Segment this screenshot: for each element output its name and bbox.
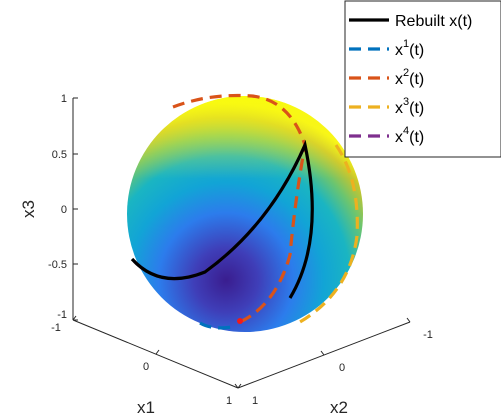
x-axis-label: x1	[137, 398, 155, 417]
x3-curve	[299, 144, 359, 324]
z-axis-label: x3	[19, 200, 38, 218]
x-axis-line	[72, 319, 239, 389]
legend-label-sup: 2	[403, 67, 409, 79]
legend-label-base: x	[395, 42, 403, 59]
legend-label-suffix: (t)	[409, 129, 424, 146]
legend-item: x1(t)	[349, 38, 424, 59]
legend-label-sup: 3	[403, 96, 409, 108]
x-tick-label: 0	[143, 361, 149, 373]
y-tick-label: -1	[423, 329, 433, 341]
rebuilt-curve	[130, 139, 314, 299]
legend-box	[344, 0, 501, 158]
legend-label-base: x	[395, 129, 403, 146]
x1-curve	[199, 321, 233, 330]
legend-label-sup: 4	[403, 125, 409, 137]
z-tick-label: 1	[61, 93, 67, 105]
legend-label-sup: 1	[403, 38, 409, 50]
legend-label-suffix: (t)	[409, 71, 424, 88]
legend-label-base: Rebuilt x(t)	[395, 13, 472, 30]
z-tick-label: -1	[57, 309, 67, 321]
y-ticks	[234, 317, 411, 389]
legend-item: x3(t)	[349, 96, 424, 117]
legend-label-suffix: (t)	[409, 42, 424, 59]
legend: Rebuilt x(t) x1(t) x2(t) x3(t) x4(t)	[344, 0, 501, 158]
x-ticks	[72, 315, 242, 389]
legend-item: x4(t)	[349, 125, 424, 146]
x-tick-label: 1	[226, 395, 232, 407]
z-tick-label: -0.5	[48, 259, 67, 271]
y-tick-label: 1	[252, 395, 258, 407]
svg-text:x3(t): x3(t)	[395, 96, 424, 117]
z-ticks	[73, 97, 78, 321]
sphere-surface	[127, 96, 363, 332]
x-tick-label: -1	[51, 322, 61, 334]
svg-text:x4(t): x4(t)	[395, 125, 424, 146]
z-tick-label: 0	[61, 204, 67, 216]
svg-text:Rebuilt x(t): Rebuilt x(t)	[395, 13, 472, 30]
legend-item: x2(t)	[349, 67, 424, 88]
legend-item: Rebuilt x(t)	[349, 13, 472, 30]
y-tick-label: 0	[339, 362, 345, 374]
legend-label-base: x	[395, 100, 403, 117]
svg-text:x2(t): x2(t)	[395, 67, 424, 88]
x2-start-marker	[237, 318, 243, 324]
legend-label-base: x	[395, 71, 403, 88]
z-tick-label: 0.5	[52, 149, 67, 161]
legend-label-suffix: (t)	[409, 100, 424, 117]
y-axis-label: x2	[330, 398, 348, 417]
svg-text:x1(t): x1(t)	[395, 38, 424, 59]
